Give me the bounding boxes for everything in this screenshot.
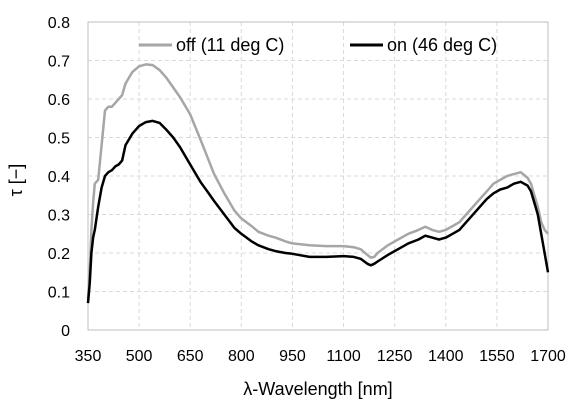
y-tick-label: 0.2	[48, 246, 70, 263]
x-tick-label: 1550	[479, 348, 515, 365]
y-tick-label: 0.1	[48, 285, 70, 302]
y-tick-label: 0.8	[48, 15, 70, 32]
x-tick-label: 1250	[377, 348, 413, 365]
y-tick-label: 0	[61, 323, 70, 340]
legend: off (11 deg C) on (46 deg C)	[139, 35, 497, 55]
plot-frame	[87, 21, 549, 331]
series-line-on	[86, 119, 550, 304]
series-layer	[86, 63, 550, 304]
x-tick-label: 350	[75, 348, 102, 365]
legend-label-on: on (46 deg C)	[387, 35, 497, 55]
y-tick-label: 0.3	[48, 208, 70, 225]
x-tick-label: 1700	[530, 348, 566, 365]
y-tick-label: 0.7	[48, 54, 70, 71]
y-tick-label: 0.5	[48, 131, 70, 148]
x-tick-label: 1400	[428, 348, 464, 365]
legend-label-off: off (11 deg C)	[176, 35, 284, 55]
x-tick-label: 500	[126, 348, 153, 365]
x-tick-label: 800	[228, 348, 255, 365]
y-tick-labels: 0 0.1 0.2 0.3 0.4 0.5 0.6 0.7 0.8	[48, 15, 70, 340]
x-tick-label: 1100	[326, 348, 361, 365]
y-tick-label: 0.4	[48, 169, 70, 186]
x-axis-title: λ-Wavelength [nm]	[243, 379, 392, 399]
y-tick-label: 0.6	[48, 92, 70, 109]
x-tick-label: 650	[177, 348, 204, 365]
y-axis-title: τ [−]	[6, 164, 26, 197]
series-line-off	[86, 63, 549, 300]
x-tick-label: 950	[279, 348, 306, 365]
x-tick-labels: 350 500 650 800 950 1100 1250 1400 1550 1700	[75, 348, 566, 365]
